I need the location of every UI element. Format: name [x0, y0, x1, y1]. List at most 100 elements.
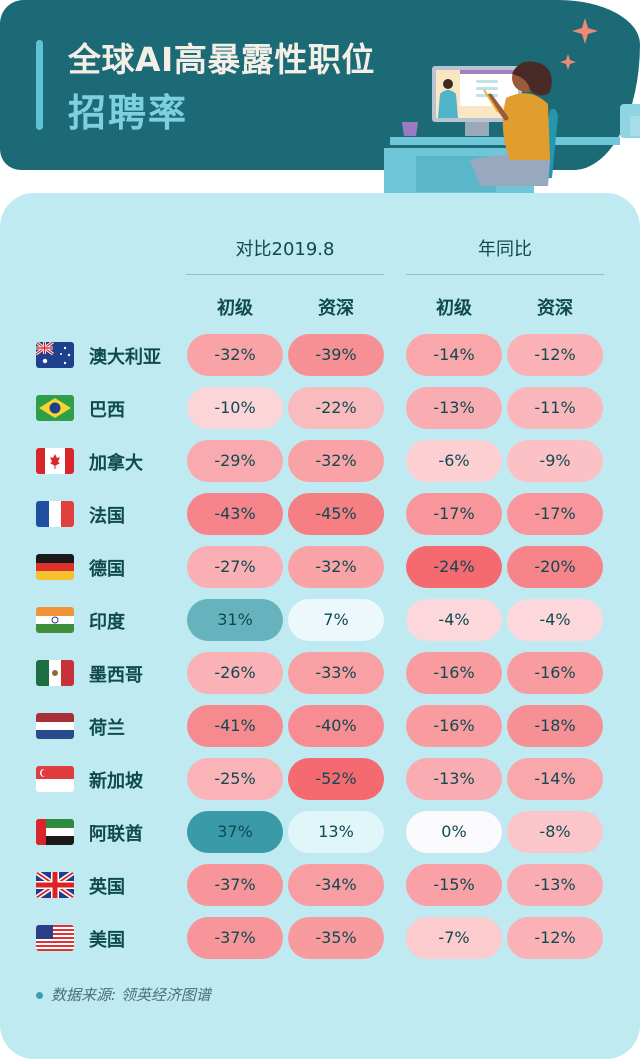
value-cell: -7% — [406, 917, 502, 959]
value-cell: 13% — [288, 811, 384, 853]
table-row: 巴西 -10% -22% -13% -11% — [0, 387, 640, 429]
group-header-vs-2019: 对比2019.8 — [235, 239, 335, 260]
title-accent-bar — [36, 40, 43, 130]
value-cell: 37% — [187, 811, 283, 853]
flag-icon-fr — [36, 501, 74, 527]
table-row: 新加坡 -25% -52% -13% -14% — [0, 758, 640, 800]
value-cell: -32% — [187, 334, 283, 376]
table-row: 澳大利亚 -32% -39% -14% -12% — [0, 334, 640, 376]
value-cell: -9% — [507, 440, 603, 482]
table-row: 加拿大 -29% -32% -6% -9% — [0, 440, 640, 482]
flag-icon-ae — [36, 819, 74, 845]
value-cell: -4% — [406, 599, 502, 641]
bullet-dot-icon — [36, 992, 43, 999]
flag-icon-in — [36, 607, 74, 633]
person-torso — [502, 93, 550, 160]
country-label: 澳大利亚 — [89, 347, 161, 368]
group-divider — [186, 274, 384, 275]
table-row: 法国 -43% -45% -17% -17% — [0, 493, 640, 535]
value-cell: -6% — [406, 440, 502, 482]
country-label: 新加坡 — [89, 771, 143, 792]
country-label: 德国 — [89, 559, 125, 580]
flag-icon-gb — [36, 872, 74, 898]
table-row: 荷兰 -41% -40% -16% -18% — [0, 705, 640, 747]
value-cell: -32% — [288, 440, 384, 482]
value-cell: -17% — [406, 493, 502, 535]
value-cell: -25% — [187, 758, 283, 800]
country-label: 荷兰 — [89, 718, 125, 739]
value-cell: -40% — [288, 705, 384, 747]
value-cell: -13% — [406, 758, 502, 800]
person-legs — [470, 155, 550, 186]
table-row: 印度 31% 7% -4% -4% — [0, 599, 640, 641]
table-row: 美国 -37% -35% -7% -12% — [0, 917, 640, 959]
column-header-junior: 初级 — [436, 298, 472, 319]
flag-icon-sg — [36, 766, 74, 792]
value-cell: -41% — [187, 705, 283, 747]
illustration-woman-at-computer — [384, 18, 640, 200]
table-row: 墨西哥 -26% -33% -16% -16% — [0, 652, 640, 694]
value-cell: -18% — [507, 705, 603, 747]
column-header-senior: 资深 — [318, 298, 354, 319]
country-label: 墨西哥 — [89, 665, 143, 686]
page-subtitle: 招聘率 — [68, 91, 189, 135]
sparkle-icon — [572, 18, 598, 44]
value-cell: -16% — [507, 652, 603, 694]
group-divider — [406, 274, 604, 275]
value-cell: -24% — [406, 546, 502, 588]
value-cell: -11% — [507, 387, 603, 429]
value-cell: -39% — [288, 334, 384, 376]
value-cell: -14% — [507, 758, 603, 800]
data-source-note: 数据来源: 领英经济图谱 — [36, 984, 211, 1005]
value-cell: -4% — [507, 599, 603, 641]
value-cell: -33% — [288, 652, 384, 694]
flag-icon-ca — [36, 448, 74, 474]
country-label: 巴西 — [89, 400, 125, 421]
country-label: 法国 — [89, 506, 125, 527]
flag-icon-mx — [36, 660, 74, 686]
value-cell: -12% — [507, 917, 603, 959]
value-cell: -14% — [406, 334, 502, 376]
country-label: 英国 — [89, 877, 125, 898]
value-cell: -13% — [507, 864, 603, 906]
value-cell: -16% — [406, 705, 502, 747]
value-cell: -26% — [187, 652, 283, 694]
value-cell: -45% — [288, 493, 384, 535]
table-row: 德国 -27% -32% -24% -20% — [0, 546, 640, 588]
page-title: 全球AI高暴露性职位 — [68, 40, 375, 79]
value-cell: -20% — [507, 546, 603, 588]
flag-icon-us — [36, 925, 74, 951]
flag-icon-de — [36, 554, 74, 580]
value-cell: -15% — [406, 864, 502, 906]
value-cell: 0% — [406, 811, 502, 853]
country-label: 美国 — [89, 930, 125, 951]
flag-icon-au — [36, 342, 74, 368]
value-cell: -34% — [288, 864, 384, 906]
header: 全球AI高暴露性职位 招聘率 — [0, 0, 640, 200]
value-cell: -29% — [187, 440, 283, 482]
value-cell: -16% — [406, 652, 502, 694]
country-label: 阿联酋 — [89, 824, 143, 845]
data-source-text: 数据来源: 领英经济图谱 — [51, 986, 211, 1004]
country-label: 印度 — [89, 612, 125, 633]
value-cell: -17% — [507, 493, 603, 535]
value-cell: -13% — [406, 387, 502, 429]
column-header-junior: 初级 — [217, 298, 253, 319]
value-cell: 31% — [187, 599, 283, 641]
sparkle-icon-small — [560, 54, 576, 70]
table-row: 英国 -37% -34% -15% -13% — [0, 864, 640, 906]
value-cell: -12% — [507, 334, 603, 376]
monitor-stand — [465, 122, 489, 136]
value-cell: -10% — [187, 387, 283, 429]
value-cell: -35% — [288, 917, 384, 959]
country-label: 加拿大 — [89, 453, 143, 474]
value-cell: -52% — [288, 758, 384, 800]
flag-icon-nl — [36, 713, 74, 739]
value-cell: 7% — [288, 599, 384, 641]
mug-icon — [402, 122, 418, 136]
column-header-senior: 资深 — [537, 298, 573, 319]
flag-icon-br — [36, 395, 74, 421]
value-cell: -8% — [507, 811, 603, 853]
value-cell: -27% — [187, 546, 283, 588]
value-cell: -22% — [288, 387, 384, 429]
